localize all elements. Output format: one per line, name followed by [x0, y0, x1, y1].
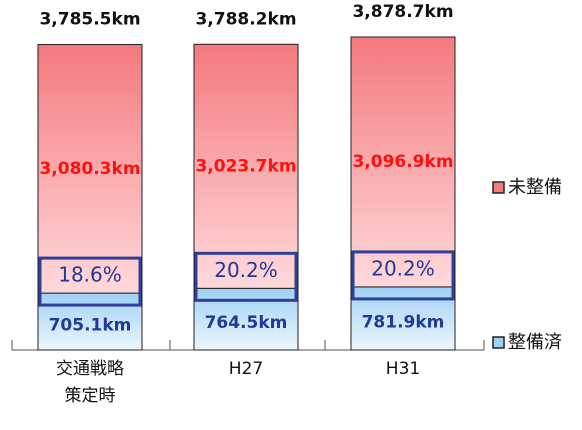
total-label: 3,878.7km [352, 2, 453, 22]
x-tick-label: H31 [385, 359, 421, 379]
share-box [194, 251, 298, 302]
share-label: 20.2% [214, 258, 278, 282]
legend-label: 未整備 [508, 177, 562, 198]
bar-segment [37, 292, 143, 351]
segment-label: 3,080.3km [39, 159, 140, 179]
share-label: 18.6% [58, 263, 122, 287]
share-box [351, 250, 455, 301]
legend-swatch [492, 336, 505, 349]
bar-segment [37, 44, 143, 294]
legend-swatch [492, 181, 505, 194]
legend-label: 整備済 [508, 332, 562, 353]
total-label: 3,788.2km [195, 9, 296, 29]
segment-label: 3,096.9km [352, 152, 453, 172]
segment-label: 764.5km [205, 313, 288, 333]
bar-segment [193, 287, 299, 351]
total-label: 3,785.5km [39, 10, 140, 30]
share-box [38, 256, 142, 307]
segment-label: 705.1km [49, 316, 132, 336]
bar-segment [350, 36, 456, 288]
bar-segment [193, 43, 299, 289]
x-tick-label: H27 [228, 359, 264, 379]
segment-label: 781.9km [362, 312, 445, 332]
segment-label: 3,023.7km [195, 156, 296, 176]
x-tick-label: 交通戦略 策定時 [56, 359, 124, 406]
share-label: 20.2% [371, 256, 435, 280]
